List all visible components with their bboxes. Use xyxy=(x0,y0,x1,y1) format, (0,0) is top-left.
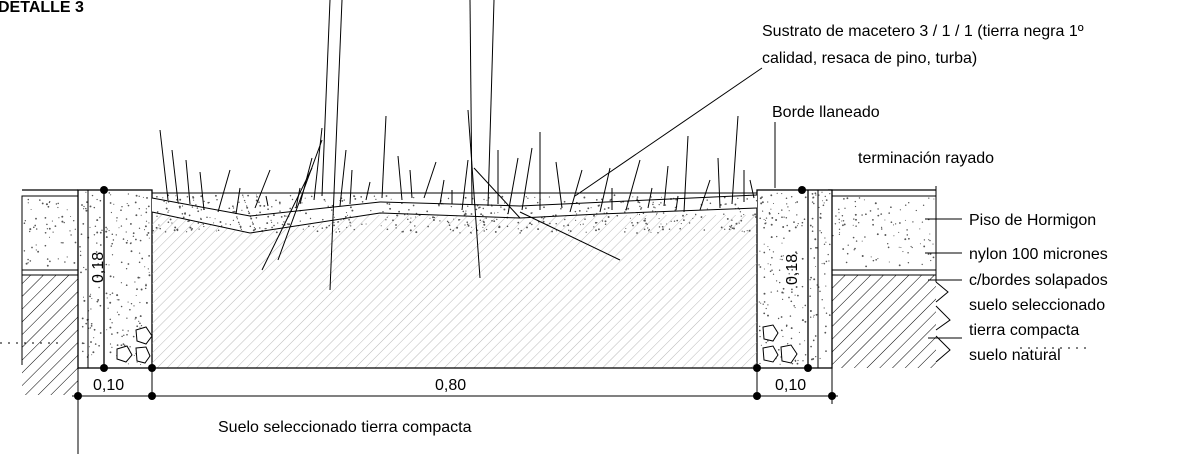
label-suelo-sel: suelo seleccionado xyxy=(969,297,1105,314)
label-bottom: Suelo seleccionado tierra compacta xyxy=(218,419,472,436)
dim-right-width: 0,10 xyxy=(775,377,806,394)
planter-soil xyxy=(151,194,758,369)
concrete-slab-left xyxy=(21,189,79,271)
gravel-left xyxy=(116,326,153,364)
gravel-right xyxy=(762,324,798,364)
leader-dashes xyxy=(0,342,1090,349)
label-sustrato-2: calidad, resaca de pino, turba) xyxy=(762,50,977,67)
dim-center-width: 0,80 xyxy=(435,377,466,394)
label-borde: Borde llaneado xyxy=(772,104,880,121)
dim-left-height: 0,18 xyxy=(90,252,107,283)
label-tierra: tierra compacta xyxy=(969,322,1079,339)
label-nylon: nylon 100 micrones xyxy=(969,246,1108,263)
label-sustrato-1: Sustrato de macetero 3 / 1 / 1 (tierra n… xyxy=(762,23,1084,40)
label-bordes: c/bordes solapados xyxy=(969,272,1108,289)
curb-left xyxy=(77,189,153,369)
plants xyxy=(159,0,755,291)
natural-soil-left xyxy=(21,270,78,395)
leader-lines xyxy=(574,67,962,363)
label-suelo-nat: suelo natural xyxy=(969,347,1061,364)
drawing-title: DETALLE 3 xyxy=(0,0,84,16)
label-piso: Piso de Hormigon xyxy=(969,212,1096,229)
dim-left-width: 0,10 xyxy=(93,377,124,394)
dim-right-height: 0,18 xyxy=(784,254,801,285)
concrete-slab-right xyxy=(827,186,937,282)
dimension-dots xyxy=(74,186,836,400)
label-terminacion: terminación rayado xyxy=(858,150,994,167)
natural-soil-right xyxy=(832,274,936,368)
